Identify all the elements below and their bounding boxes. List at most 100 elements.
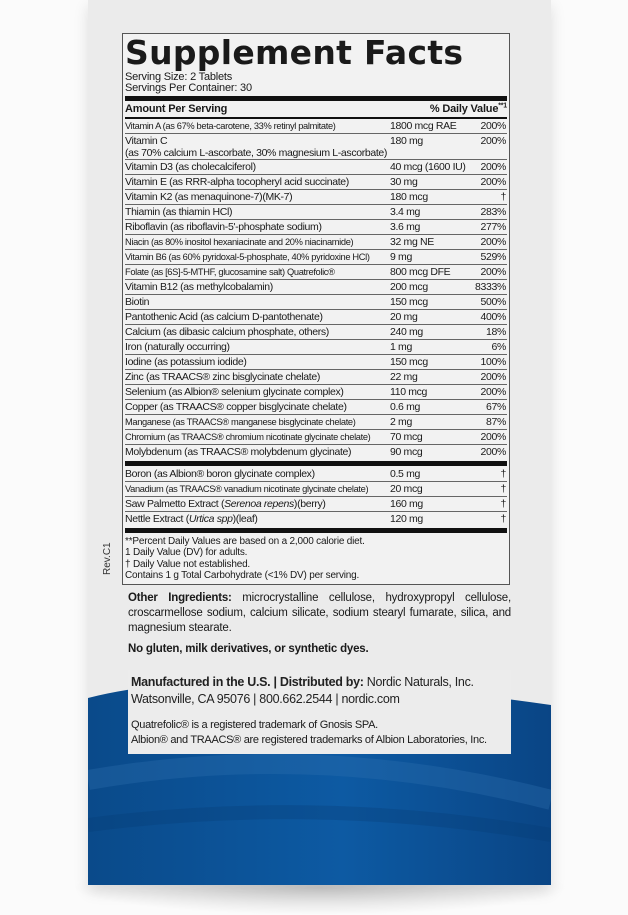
nutrient-amount: 20 mg <box>390 310 418 323</box>
nutrient-daily-value: 200% <box>480 235 507 248</box>
divider-thin <box>125 117 507 119</box>
other-ingredients: Other Ingredients: microcrystalline cell… <box>128 591 511 636</box>
other-ingredients-label: Other Ingredients: <box>128 591 232 604</box>
nutrient-daily-value: 529% <box>480 250 507 263</box>
footnote: 1 Daily Value (DV) for adults. <box>125 547 248 558</box>
nutrient-daily-value: 18% <box>486 325 506 338</box>
nutrient-name: Vitamin B6 (as 60% pyridoxal-5-phosphate… <box>125 250 387 264</box>
panel-title: Supplement Facts <box>125 33 464 72</box>
manufacturer-panel: Manufactured in the U.S. | Distributed b… <box>128 669 511 754</box>
other-ingredients-text: microcrystalline cellulose, hydroxypropy… <box>128 591 511 634</box>
nutrient-name-text: Biotin <box>125 295 150 308</box>
nutrient-name: Biotin <box>125 295 387 309</box>
nutrient-amount: 3.6 mg <box>390 220 420 233</box>
nutrient-name: Nettle Extract (Urtica spp)(leaf) <box>125 512 387 526</box>
nutrient-amount: 800 mcg DFE <box>390 265 451 278</box>
nutrient-amount: 1 mg <box>390 340 412 353</box>
serving-size: Serving Size: 2 Tablets <box>125 71 233 83</box>
nutrient-daily-value: 500% <box>480 295 507 308</box>
nutrient-name-text: Zinc (as TRAACS® zinc bisglycinate chela… <box>125 370 320 383</box>
nutrient-name-text: Calcium (as dibasic calcium phosphate, o… <box>125 325 329 338</box>
manufacturer-address: Watsonville, CA 95076 | 800.662.2544 | n… <box>131 691 400 706</box>
nutrient-daily-value: † <box>500 467 507 480</box>
nutrient-name-text: Vitamin B6 (as 60% pyridoxal-5-phosphate… <box>125 251 370 262</box>
nutrient-name: Calcium (as dibasic calcium phosphate, o… <box>125 325 387 339</box>
nutrient-name: Selenium (as Albion® selenium glycinate … <box>125 385 387 399</box>
nutrient-name-part: Serenoa repens <box>224 497 294 510</box>
nutrient-name: Iron (naturally occurring) <box>125 340 387 354</box>
footnote: **Percent Daily Values are based on a 2,… <box>125 535 365 547</box>
nutrient-daily-value: 6% <box>491 340 507 353</box>
table-row: Vitamin C 180 mg 200% (as 70% calcium L-asc… <box>125 134 507 160</box>
table-row: Iron (naturally occurring) 1 mg 6% <box>125 340 507 355</box>
nutrient-amount: 150 mcg <box>390 295 428 308</box>
nutrient-name: Zinc (as TRAACS® zinc bisglycinate chela… <box>125 370 387 384</box>
table-row: Vitamin K2 (as menaquinone-7)(MK-7) 180 m… <box>125 190 507 205</box>
table-row: Vanadium (as TRAACS® vanadium nicotinate… <box>125 482 507 497</box>
nutrient-daily-value: 200% <box>480 385 507 398</box>
nutrient-name-text: Manganese (as TRAACS® manganese bisglyci… <box>125 416 356 427</box>
nutrient-daily-value: † <box>500 482 507 495</box>
nutrient-name-text: Pantothenic Acid (as calcium D-pantothen… <box>125 310 323 323</box>
header-dv-mark: **1 <box>498 102 507 110</box>
nutrient-name-text: Vitamin E (as RRR-alpha tocopheryl acid … <box>125 175 349 188</box>
table-row: Vitamin A (as 67% beta-carotene, 33% ret… <box>125 119 507 134</box>
divider-thick <box>125 460 507 466</box>
table-row: Folate (as [6S]-5-MTHF, glucosamine salt… <box>125 265 507 280</box>
table-row: Nettle Extract (Urtica spp)(leaf) 120 mg † <box>125 512 507 526</box>
nutrient-amount: 2 mg <box>390 415 412 428</box>
product-box: Supplement Facts Serving Size: 2 Tablets… <box>88 0 551 885</box>
divider-thick <box>125 96 507 101</box>
nutrient-name-part: )(leaf) <box>232 512 258 525</box>
nutrient-name: Copper (as TRAACS® copper bisglycinate c… <box>125 400 387 414</box>
nutrient-daily-value: 200% <box>480 175 507 188</box>
table-row: Vitamin D3 (as cholecalciferol) 40 mcg (1… <box>125 160 507 175</box>
nutrient-name: Vitamin B12 (as methylcobalamin) <box>125 280 387 294</box>
nutrient-amount: 9 mg <box>390 250 412 263</box>
nutrient-amount: 20 mcg <box>390 482 423 495</box>
nutrient-name: Vitamin D3 (as cholecalciferol) <box>125 160 387 174</box>
nutrient-source: (as 70% calcium L-ascorbate, 30% magnesi… <box>125 146 388 159</box>
nutrient-amount: 0.5 mg <box>390 467 420 480</box>
nutrient-amount: 1800 mcg RAE <box>390 119 457 132</box>
nutrient-name: Pantothenic Acid (as calcium D-pantothen… <box>125 310 387 324</box>
nutrient-name: Riboflavin (as riboflavin-5'-phosphate s… <box>125 220 387 234</box>
nutrient-amount: 3.4 mg <box>390 205 420 218</box>
nutrient-name-part: Saw Palmetto Extract ( <box>125 497 225 510</box>
nutrient-amount: 22 mg <box>390 370 418 383</box>
nutrient-name-text: Iodine (as potassium iodide) <box>125 355 247 368</box>
supplement-facts-panel: Supplement Facts Serving Size: 2 Tablets… <box>122 33 510 585</box>
free-of-statement: No gluten, milk derivatives, or syntheti… <box>128 642 369 655</box>
table-row: Copper (as TRAACS® copper bisglycinate c… <box>125 400 507 415</box>
nutrient-amount: 110 mcg <box>390 385 428 398</box>
nutrient-name: Vitamin C <box>125 134 387 148</box>
nutrient-daily-value: 400% <box>480 310 507 323</box>
table-row: Manganese (as TRAACS® manganese bisglyci… <box>125 415 507 430</box>
nutrient-name: Saw Palmetto Extract (Serenoa repens)(be… <box>125 497 387 511</box>
nutrient-amount: 70 mcg <box>390 430 423 443</box>
nutrient-amount: 90 mcg <box>390 445 423 458</box>
nutrient-amount: 180 mg <box>390 134 423 147</box>
manufacturer-name: Nordic Naturals, Inc. <box>363 674 474 689</box>
table-row: Molybdenum (as TRAACS® molybdenum glycin… <box>125 445 507 459</box>
nutrient-daily-value: 277% <box>480 220 507 233</box>
trademark-line: Albion® and TRAACS® are registered trade… <box>131 733 487 746</box>
nutrient-name: Boron (as Albion® boron glycinate comple… <box>125 467 387 481</box>
table-row: Thiamin (as thiamin HCl) 3.4 mg 283% <box>125 205 507 220</box>
nutrient-daily-value: 200% <box>480 445 507 458</box>
nutrient-daily-value: 200% <box>480 119 507 132</box>
nutrient-daily-value: 200% <box>480 134 507 147</box>
nutrient-name: Folate (as [6S]-5-MTHF, glucosamine salt… <box>125 265 387 279</box>
nutrient-amount: 240 mg <box>390 325 423 338</box>
table-row: Selenium (as Albion® selenium glycinate … <box>125 385 507 400</box>
table-row: Pantothenic Acid (as calcium D-pantothen… <box>125 310 507 325</box>
trademarks: Quatrefolic® is a registered trademark o… <box>131 718 508 748</box>
nutrient-name-text: Copper (as TRAACS® copper bisglycinate c… <box>125 400 347 413</box>
label-column: Supplement Facts Serving Size: 2 Tablets… <box>122 33 511 754</box>
table-row: Niacin (as 80% inositol hexaniacinate an… <box>125 235 507 250</box>
table-row: Saw Palmetto Extract (Serenoa repens)(be… <box>125 497 507 512</box>
nutrient-daily-value: 200% <box>480 265 507 278</box>
trademark-line: Quatrefolic® is a registered trademark o… <box>131 718 378 731</box>
nutrient-name-text: Selenium (as Albion® selenium glycinate … <box>125 385 344 398</box>
nutrient-name: Vitamin E (as RRR-alpha tocopheryl acid … <box>125 175 387 189</box>
